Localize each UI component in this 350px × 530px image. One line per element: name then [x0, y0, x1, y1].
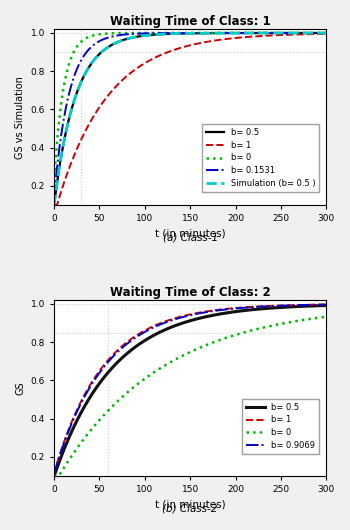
b= 0	[289, 319, 294, 325]
Line: Simulation (b= 0.5 ): Simulation (b= 0.5 )	[54, 33, 327, 205]
b= 0.5	[319, 303, 323, 309]
b= 1	[168, 48, 172, 55]
b= 0.5	[83, 402, 87, 409]
Simulation (b= 0.5 )	[168, 31, 172, 37]
b= 0.9069	[324, 302, 329, 308]
b= 0	[168, 30, 172, 36]
b= 0.5	[83, 70, 87, 77]
b= 0	[156, 366, 161, 373]
b= 0.5	[99, 378, 103, 384]
Text: (b) Class-2: (b) Class-2	[162, 503, 218, 513]
Simulation (b= 0.5 )	[319, 30, 323, 36]
b= 0.9069	[52, 471, 56, 477]
b= 0.1531	[319, 30, 323, 36]
b= 1	[168, 316, 172, 323]
b= 0.1531	[83, 51, 87, 57]
b= 1	[156, 53, 161, 59]
b= 0.1531	[156, 30, 161, 37]
Text: (a) Class-1: (a) Class-1	[162, 232, 218, 242]
b= 0.1531	[99, 37, 103, 43]
Line: b= 1: b= 1	[54, 34, 327, 205]
b= 0	[319, 314, 323, 321]
b= 0.5	[289, 304, 294, 310]
b= 0	[52, 473, 56, 479]
b= 1	[99, 101, 103, 108]
b= 0	[99, 415, 103, 421]
b= 1	[289, 31, 294, 38]
b= 1	[99, 365, 103, 372]
Y-axis label: GS vs Simulation: GS vs Simulation	[15, 76, 25, 158]
b= 1	[83, 391, 87, 397]
Line: b= 0.9069: b= 0.9069	[54, 305, 327, 474]
Simulation (b= 0.5 )	[99, 49, 103, 56]
b= 0.5	[168, 324, 172, 331]
b= 0.1531	[324, 30, 329, 36]
b= 0.1531	[168, 30, 172, 36]
b= 1	[52, 202, 56, 208]
b= 0.5	[99, 49, 103, 56]
Line: b= 1: b= 1	[54, 304, 327, 473]
b= 0.9069	[99, 367, 103, 374]
b= 0	[83, 434, 87, 440]
Simulation (b= 0.5 )	[289, 30, 294, 36]
b= 1	[319, 302, 323, 308]
b= 1	[319, 31, 323, 37]
b= 0.5	[168, 31, 172, 37]
Line: b= 0.1531: b= 0.1531	[54, 33, 327, 198]
b= 0	[156, 30, 161, 36]
b= 0	[83, 36, 87, 42]
Simulation (b= 0.5 )	[83, 70, 87, 77]
b= 0.5	[324, 302, 329, 308]
b= 0.9069	[168, 317, 172, 324]
b= 0.5	[156, 31, 161, 38]
b= 0	[168, 359, 172, 366]
b= 1	[156, 321, 161, 327]
b= 0.5	[52, 473, 56, 479]
b= 1	[52, 470, 56, 476]
Y-axis label: GS: GS	[15, 381, 25, 395]
b= 0	[289, 30, 294, 36]
b= 0	[99, 31, 103, 37]
b= 0	[52, 181, 56, 187]
Line: b= 0.5: b= 0.5	[54, 305, 327, 476]
b= 0.1531	[289, 30, 294, 36]
b= 0.5	[289, 30, 294, 36]
b= 0.9069	[319, 302, 323, 308]
b= 0	[324, 30, 329, 36]
b= 0	[324, 314, 329, 320]
Title: Waiting Time of Class: 2: Waiting Time of Class: 2	[110, 286, 271, 299]
b= 0.5	[52, 202, 56, 208]
Line: b= 0.5: b= 0.5	[54, 33, 327, 205]
b= 0.9069	[83, 393, 87, 399]
Title: Waiting Time of Class: 1: Waiting Time of Class: 1	[110, 15, 271, 28]
Line: b= 0: b= 0	[54, 33, 327, 184]
Legend: b= 0.5, b= 1, b= 0, b= 0.9069: b= 0.5, b= 1, b= 0, b= 0.9069	[242, 399, 320, 454]
b= 1	[289, 302, 294, 308]
X-axis label: t (in minutes): t (in minutes)	[155, 228, 225, 239]
b= 0.5	[319, 30, 323, 36]
Simulation (b= 0.5 )	[52, 202, 56, 208]
b= 0.5	[324, 30, 329, 36]
Simulation (b= 0.5 )	[324, 30, 329, 36]
b= 0	[319, 30, 323, 36]
X-axis label: t (in minutes): t (in minutes)	[155, 499, 225, 509]
b= 0.1531	[52, 195, 56, 201]
Simulation (b= 0.5 )	[156, 31, 161, 38]
b= 1	[83, 129, 87, 135]
b= 0.9069	[289, 302, 294, 308]
b= 1	[324, 301, 329, 307]
b= 0.9069	[156, 322, 161, 329]
Line: b= 0: b= 0	[54, 317, 327, 476]
b= 0.5	[156, 330, 161, 336]
Legend: b= 0.5, b= 1, b= 0, b= 0.1531, Simulation (b= 0.5 ): b= 0.5, b= 1, b= 0, b= 0.1531, Simulatio…	[202, 124, 320, 192]
b= 1	[324, 31, 329, 37]
